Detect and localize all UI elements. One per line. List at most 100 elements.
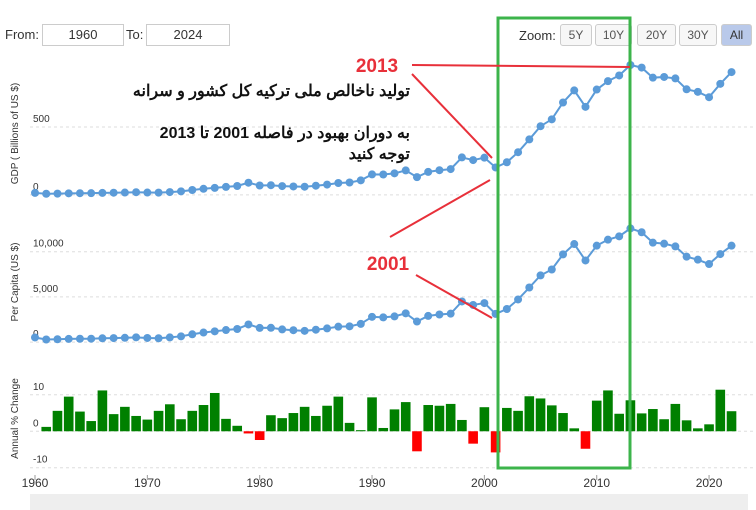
point (514, 295, 523, 304)
bar (546, 405, 557, 432)
bar (142, 419, 153, 432)
to-input[interactable]: 2024 (146, 24, 230, 46)
bar (41, 426, 52, 432)
bar (580, 431, 591, 449)
y-axis-title: Annual % Change (10, 378, 21, 459)
point (469, 300, 478, 309)
point (233, 182, 242, 191)
x-tick-label: 2000 (471, 476, 498, 490)
point (109, 188, 118, 197)
point (278, 325, 287, 334)
point (221, 326, 230, 335)
bar (243, 431, 254, 434)
point (716, 79, 725, 88)
point (210, 327, 219, 336)
bar (52, 410, 63, 432)
point (266, 181, 275, 190)
bar (120, 406, 130, 432)
point (615, 71, 624, 80)
point (244, 178, 253, 187)
point (592, 85, 601, 94)
bar (591, 400, 602, 432)
point (42, 189, 51, 198)
bar (423, 405, 434, 432)
point (255, 181, 264, 190)
zoom-button[interactable]: 30Y (679, 24, 717, 46)
bar (311, 415, 321, 432)
bar (412, 431, 422, 452)
point (165, 333, 174, 342)
point (525, 283, 534, 292)
point (457, 297, 466, 306)
point (244, 320, 253, 329)
y-tick-label: -10 (33, 455, 48, 466)
bar (648, 409, 658, 432)
bar (569, 428, 580, 432)
bar (457, 419, 467, 432)
point (705, 260, 714, 269)
bar (535, 398, 546, 432)
point (177, 332, 186, 341)
point (311, 325, 320, 334)
point (648, 73, 657, 82)
point (31, 188, 39, 197)
bar (288, 413, 299, 432)
point (356, 319, 365, 328)
bar (209, 392, 220, 432)
bar (187, 410, 198, 432)
bar (378, 427, 389, 432)
bar (344, 422, 355, 432)
point (390, 169, 399, 178)
point (143, 188, 152, 197)
point (75, 189, 84, 198)
point (266, 323, 275, 332)
x-tick-label: 2020 (696, 476, 723, 490)
point (480, 299, 489, 308)
bar (502, 407, 512, 432)
point (660, 72, 669, 81)
bar (726, 411, 737, 432)
x-tick-label: 1990 (359, 476, 386, 490)
bar (389, 409, 400, 432)
bar (176, 419, 186, 432)
bar (367, 397, 377, 432)
zoom-button[interactable]: 20Y (637, 24, 676, 46)
point (480, 153, 489, 162)
y-tick-label: 500 (33, 114, 50, 125)
point (199, 328, 208, 337)
point (289, 326, 298, 335)
point (502, 305, 511, 314)
bar (299, 406, 310, 432)
point (727, 241, 736, 250)
point (559, 250, 568, 259)
point (53, 335, 62, 344)
point (615, 232, 624, 241)
point (401, 166, 410, 175)
bar (614, 413, 624, 432)
point (221, 182, 230, 191)
point (255, 323, 264, 332)
y-tick-label: 0 (33, 182, 39, 193)
bar (558, 413, 568, 432)
point (154, 188, 163, 197)
point (278, 182, 287, 191)
point (368, 170, 377, 179)
x-tick-label: 2010 (583, 476, 610, 490)
bar (659, 419, 669, 432)
bar (86, 421, 96, 432)
point (300, 182, 309, 191)
from-input[interactable]: 1960 (42, 24, 124, 46)
to-label: To: (126, 27, 144, 42)
point (199, 184, 208, 193)
point (390, 312, 399, 321)
bar (603, 390, 613, 432)
point (345, 322, 354, 331)
bar (198, 405, 209, 432)
bar (108, 414, 119, 432)
bar (75, 411, 85, 432)
point (188, 186, 197, 195)
zoom-button[interactable]: All (721, 24, 752, 46)
point (637, 228, 646, 237)
point (132, 333, 141, 342)
bar (670, 403, 681, 432)
